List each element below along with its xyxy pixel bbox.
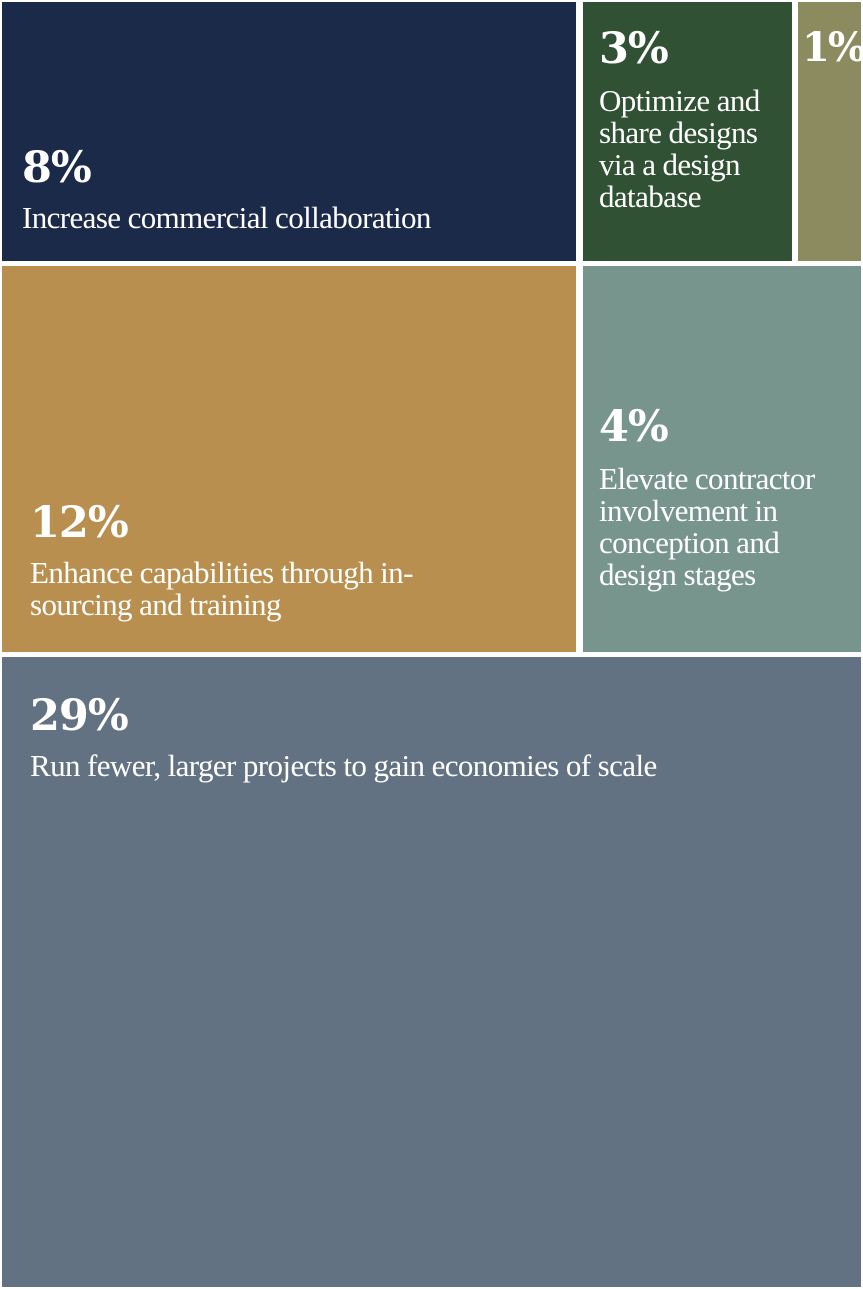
tile-one-percent: 1%	[798, 2, 861, 261]
tile-content: 3% Optimize and share designs via a desi…	[599, 28, 789, 213]
tile-content: 1%	[802, 28, 861, 68]
tile-value-label: 1%	[802, 24, 861, 71]
tile-category-label: Enhance capabilities through in-sourcing…	[30, 555, 413, 622]
tile-in-sourcing-training: 12% Enhance capabilities through in-sour…	[2, 266, 576, 652]
tile-value-label: 3%	[599, 24, 669, 74]
tile-value-label: 4%	[599, 402, 669, 452]
tile-economies-of-scale: 29% Run fewer, larger projects to gain e…	[2, 657, 861, 1287]
tile-category-label: Optimize and share designs via a design …	[599, 83, 760, 214]
tile-category-label: Elevate contractor involvement in concep…	[599, 461, 815, 592]
tile-commercial-collaboration: 8% Increase commercial collaboration	[2, 2, 576, 261]
tile-contractor-involvement: 4% Elevate contractor involvement in con…	[583, 266, 861, 652]
tile-content: 4% Elevate contractor involvement in con…	[599, 406, 859, 591]
tile-value-label: 29%	[30, 691, 129, 741]
tile-value-label: 12%	[30, 498, 129, 548]
tile-category-label: Increase commercial collaboration	[22, 200, 431, 235]
tile-value-label: 8%	[22, 143, 92, 193]
tile-content: 12% Enhance capabilities through in-sour…	[30, 502, 460, 621]
tile-design-database: 3% Optimize and share designs via a desi…	[583, 2, 792, 261]
tile-category-label: Run fewer, larger projects to gain econo…	[30, 748, 657, 783]
tile-content: 8% Increase commercial collaboration	[22, 147, 431, 234]
tile-content: 29% Run fewer, larger projects to gain e…	[30, 695, 657, 782]
